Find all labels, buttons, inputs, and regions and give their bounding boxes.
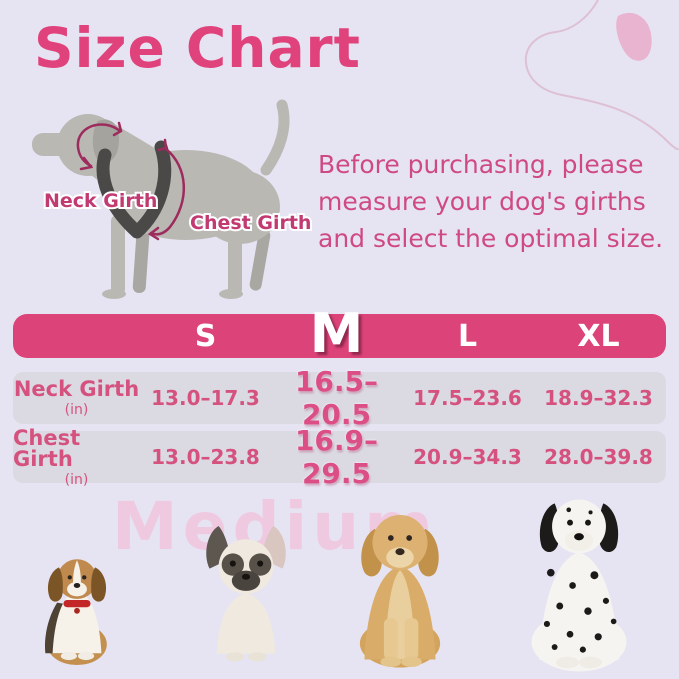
size-header-row: S M L XL bbox=[13, 302, 666, 365]
neck-girth-xl: 18.9–32.3 bbox=[544, 386, 653, 410]
dalmatian-spots bbox=[543, 507, 617, 653]
chest-girth-xl: 28.0–39.8 bbox=[544, 445, 653, 469]
chest-girth-l: 20.9–34.3 bbox=[413, 445, 522, 469]
row-unit-text: (in) bbox=[64, 471, 89, 488]
size-column-xl: XL bbox=[577, 318, 620, 354]
harness bbox=[96, 140, 172, 239]
chest-girth-m-highlighted: 16.9–29.5 bbox=[294, 424, 379, 490]
neck-girth-s: 13.0–17.3 bbox=[151, 386, 260, 410]
table-row-neck-girth: Neck Girth (in) 13.0–17.3 16.5–20.5 17.5… bbox=[13, 365, 666, 431]
chest-girth-arrow bbox=[147, 138, 185, 241]
page-title: Size Chart bbox=[34, 16, 361, 80]
beagle-photo bbox=[44, 559, 107, 666]
harness-measurement-diagram: Neck Girth Chest Girth bbox=[32, 99, 313, 299]
neck-girth-label: Neck Girth bbox=[44, 190, 157, 212]
dog-ear-shape bbox=[616, 12, 652, 61]
neck-girth-m-highlighted: 16.5–20.5 bbox=[294, 365, 379, 431]
intro-text: Before purchasing, please measure your d… bbox=[318, 150, 664, 253]
neck-girth-l: 17.5–23.6 bbox=[413, 386, 522, 410]
chest-girth-s: 13.0–23.8 bbox=[151, 445, 260, 469]
red-collar bbox=[63, 599, 91, 608]
golden-retriever-photo bbox=[359, 515, 441, 668]
row-label-neck-girth: Neck Girth (in) bbox=[13, 377, 140, 418]
size-column-m-highlighted: M bbox=[309, 301, 364, 365]
dalmatian-photo bbox=[531, 499, 627, 672]
size-column-s: S bbox=[194, 318, 217, 354]
french-bulldog-photo bbox=[206, 526, 286, 662]
size-column-l: L bbox=[457, 318, 478, 354]
neck-girth-arrow bbox=[76, 121, 123, 171]
row-label-text: Neck Girth bbox=[13, 377, 140, 401]
row-unit-text: (in) bbox=[64, 402, 89, 418]
table-row-chest-girth: Chest Girth (in) 13.0–23.8 16.9–29.5 20.… bbox=[13, 424, 666, 490]
row-label-chest-girth: Chest Girth (in) bbox=[13, 425, 140, 488]
dog-head-outline-decoration bbox=[524, 0, 679, 150]
chest-girth-label: Chest Girth bbox=[190, 212, 311, 234]
row-label-text: Chest Girth bbox=[13, 425, 81, 471]
